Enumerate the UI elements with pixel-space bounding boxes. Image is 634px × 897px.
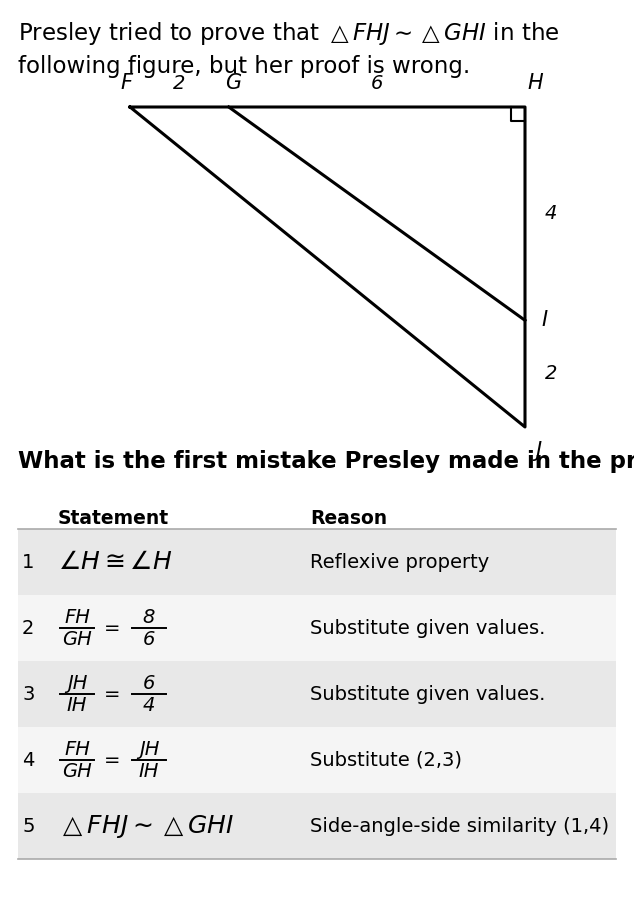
Text: 2: 2 xyxy=(173,74,186,93)
Text: 5: 5 xyxy=(22,816,34,835)
Text: 8: 8 xyxy=(143,607,155,626)
Text: G: G xyxy=(224,73,241,93)
Text: Reason: Reason xyxy=(310,509,387,528)
Text: 1: 1 xyxy=(22,553,34,571)
Text: 2: 2 xyxy=(22,619,34,638)
Text: J: J xyxy=(535,441,541,461)
Text: 6: 6 xyxy=(143,674,155,692)
Text: Presley tried to prove that $\triangle FHJ \sim \triangle GHI$ in the
following : Presley tried to prove that $\triangle F… xyxy=(18,20,559,78)
FancyBboxPatch shape xyxy=(18,727,616,793)
Text: $\angle H \cong \angle H$: $\angle H \cong \angle H$ xyxy=(58,550,172,574)
Text: I: I xyxy=(541,310,547,330)
FancyBboxPatch shape xyxy=(18,661,616,727)
Text: Statement: Statement xyxy=(58,509,169,528)
Text: 4: 4 xyxy=(545,205,557,223)
Text: =: = xyxy=(104,684,120,703)
Text: 6: 6 xyxy=(143,630,155,649)
Text: 3: 3 xyxy=(22,684,34,703)
Text: Side-angle-side similarity (1,4): Side-angle-side similarity (1,4) xyxy=(310,816,609,835)
Text: 2: 2 xyxy=(545,364,557,383)
Text: Substitute (2,3): Substitute (2,3) xyxy=(310,751,462,770)
Text: 6: 6 xyxy=(371,74,383,93)
Text: JH: JH xyxy=(139,739,159,759)
Text: IH: IH xyxy=(139,762,159,780)
Text: GH: GH xyxy=(62,762,92,780)
Text: FH: FH xyxy=(64,739,90,759)
Text: GH: GH xyxy=(62,630,92,649)
Text: F: F xyxy=(120,73,132,93)
Text: Reflexive property: Reflexive property xyxy=(310,553,489,571)
Text: JH: JH xyxy=(67,674,87,692)
Text: Substitute given values.: Substitute given values. xyxy=(310,684,545,703)
Text: =: = xyxy=(104,751,120,770)
FancyBboxPatch shape xyxy=(18,793,616,859)
Text: Substitute given values.: Substitute given values. xyxy=(310,619,545,638)
FancyBboxPatch shape xyxy=(18,595,616,661)
Text: H: H xyxy=(527,73,543,93)
Text: FH: FH xyxy=(64,607,90,626)
Text: IH: IH xyxy=(67,695,87,715)
Text: 4: 4 xyxy=(143,695,155,715)
FancyBboxPatch shape xyxy=(18,529,616,595)
Text: $\triangle FHJ \sim \triangle GHI$: $\triangle FHJ \sim \triangle GHI$ xyxy=(58,813,234,840)
Text: =: = xyxy=(104,619,120,638)
Text: What is the first mistake Presley made in the proof?: What is the first mistake Presley made i… xyxy=(18,450,634,473)
Text: 4: 4 xyxy=(22,751,34,770)
